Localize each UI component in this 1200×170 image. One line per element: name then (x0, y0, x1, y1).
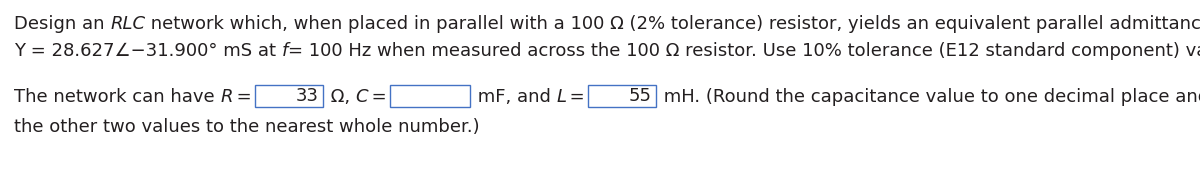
Text: 33: 33 (295, 87, 318, 105)
Text: Design an: Design an (14, 15, 110, 33)
Text: =: = (233, 88, 252, 106)
Text: mH. (Round the capacitance value to one decimal place and: mH. (Round the capacitance value to one … (658, 88, 1200, 106)
Text: Y = 28.627∠−31.900° mS at: Y = 28.627∠−31.900° mS at (14, 42, 282, 60)
Text: network which, when placed in parallel with a 100 Ω (2% tolerance) resistor, yie: network which, when placed in parallel w… (145, 15, 1200, 33)
Text: R: R (221, 88, 233, 106)
Text: Ω,: Ω, (324, 88, 355, 106)
Text: the other two values to the nearest whole number.): the other two values to the nearest whol… (14, 118, 480, 136)
Text: =: = (368, 88, 386, 106)
Text: = 100 Hz when measured across the 100 Ω resistor. Use 10% tolerance (E12 standar: = 100 Hz when measured across the 100 Ω … (288, 42, 1200, 60)
Text: C: C (355, 88, 368, 106)
Text: =: = (566, 88, 584, 106)
Text: mF, and: mF, and (472, 88, 557, 106)
Text: L: L (557, 88, 566, 106)
Text: f: f (282, 42, 288, 60)
Text: 55: 55 (629, 87, 652, 105)
Text: The network can have: The network can have (14, 88, 221, 106)
Text: RLC: RLC (110, 15, 145, 33)
